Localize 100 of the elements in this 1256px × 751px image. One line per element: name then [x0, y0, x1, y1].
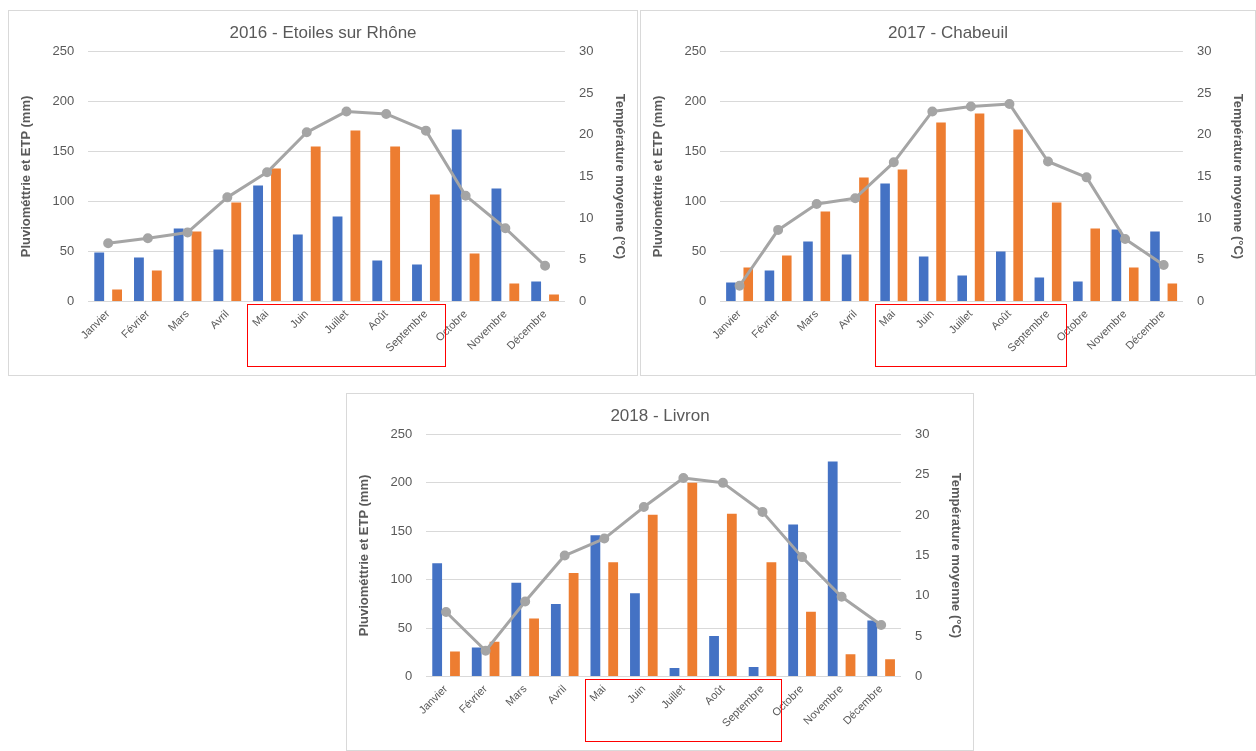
- y-tick-label: 100: [390, 571, 413, 587]
- bar: [568, 572, 579, 677]
- bar: [726, 513, 737, 677]
- point: [599, 533, 610, 544]
- bar: [726, 282, 736, 302]
- point: [301, 127, 312, 138]
- bar: [471, 647, 482, 677]
- point: [381, 108, 392, 119]
- bar: [803, 241, 813, 302]
- point: [500, 223, 511, 234]
- point: [888, 157, 899, 168]
- bar: [332, 216, 343, 302]
- point: [441, 607, 452, 618]
- bar: [867, 620, 878, 677]
- bar: [880, 183, 890, 302]
- x-tick-label: Mai: [876, 307, 898, 329]
- point: [559, 550, 570, 561]
- point: [678, 473, 689, 483]
- x-tick-label: Mai: [586, 682, 608, 704]
- point: [103, 238, 114, 249]
- bar: [845, 654, 856, 677]
- bar: [669, 667, 680, 677]
- point: [811, 199, 822, 210]
- point: [717, 477, 728, 488]
- bar: [271, 168, 281, 302]
- y2-tick-label: 30: [578, 42, 594, 58]
- y2-tick-label: 0: [914, 668, 923, 684]
- bar: [112, 289, 122, 302]
- y-tick-label: 200: [390, 474, 413, 490]
- bar: [1073, 281, 1083, 302]
- x-tick-label: Juin: [287, 307, 311, 331]
- bar: [372, 260, 383, 302]
- bar: [292, 234, 303, 302]
- point: [876, 619, 887, 630]
- bar: [450, 651, 460, 677]
- y-tick-label: 100: [684, 193, 707, 209]
- y-tick-label: 150: [390, 522, 413, 538]
- bar: [390, 146, 401, 302]
- bar: [1051, 202, 1062, 302]
- bar: [469, 253, 480, 302]
- y-tick-label: 250: [684, 42, 707, 58]
- y2-tick-label: 20: [1196, 126, 1212, 142]
- point: [734, 280, 745, 291]
- bar: [630, 593, 640, 677]
- bar: [766, 562, 777, 677]
- bar: [996, 251, 1006, 302]
- y2-tick-label: 10: [578, 209, 594, 225]
- bar: [231, 202, 242, 302]
- bar: [511, 582, 522, 677]
- y-tick-label: 250: [390, 425, 413, 441]
- bar: [134, 257, 144, 302]
- y2-tick-label: 15: [578, 168, 594, 184]
- bar: [974, 113, 985, 302]
- y2-axis-title: Température moyenne (°C): [948, 472, 964, 639]
- y-tick-label: 200: [684, 93, 707, 109]
- y2-tick-label: 15: [914, 547, 930, 563]
- bar: [748, 666, 759, 677]
- bar: [590, 535, 601, 677]
- bar: [764, 270, 775, 302]
- point: [773, 224, 784, 235]
- bar: [549, 294, 559, 302]
- bar: [687, 482, 698, 677]
- point: [460, 190, 471, 201]
- y2-tick-label: 15: [1196, 168, 1212, 184]
- chart-title: 2016 - Etoiles sur Rhône: [229, 22, 417, 42]
- bar: [412, 264, 422, 302]
- chart-title: 2017 - Chabeuil: [887, 22, 1009, 42]
- x-tick-label: Juin: [913, 307, 936, 331]
- bar: [1034, 277, 1045, 302]
- y2-tick-label: 0: [578, 293, 587, 309]
- bar: [213, 249, 224, 302]
- point: [965, 101, 976, 112]
- bar: [788, 524, 799, 677]
- bar: [94, 252, 105, 302]
- y-axis-title: Pluviométtrie et ETP (mm): [18, 95, 34, 258]
- bar: [841, 254, 852, 302]
- y-tick-label: 100: [52, 193, 75, 209]
- x-tick-label: Juin: [624, 682, 648, 706]
- bar: [531, 281, 542, 302]
- bar: [782, 255, 792, 302]
- y-tick-label: 200: [52, 93, 75, 109]
- point: [850, 193, 861, 204]
- y-axis-title: Pluviométtrie et ETP (mm): [650, 95, 666, 258]
- y2-tick-label: 10: [914, 587, 930, 603]
- bar: [1013, 129, 1023, 302]
- bar: [151, 270, 162, 302]
- y-tick-label: 0: [67, 293, 75, 309]
- bar: [1167, 283, 1178, 302]
- bar: [550, 603, 561, 677]
- point: [262, 167, 273, 178]
- point: [1004, 98, 1015, 109]
- chart-title: 2018 - Livron: [610, 405, 710, 425]
- bar: [1129, 267, 1139, 302]
- y2-tick-label: 25: [578, 84, 594, 100]
- y-tick-label: 50: [397, 619, 413, 635]
- y2-tick-label: 10: [1196, 209, 1212, 225]
- bar: [806, 611, 816, 677]
- y2-tick-label: 5: [578, 251, 587, 267]
- bar: [820, 211, 831, 302]
- point: [757, 506, 768, 517]
